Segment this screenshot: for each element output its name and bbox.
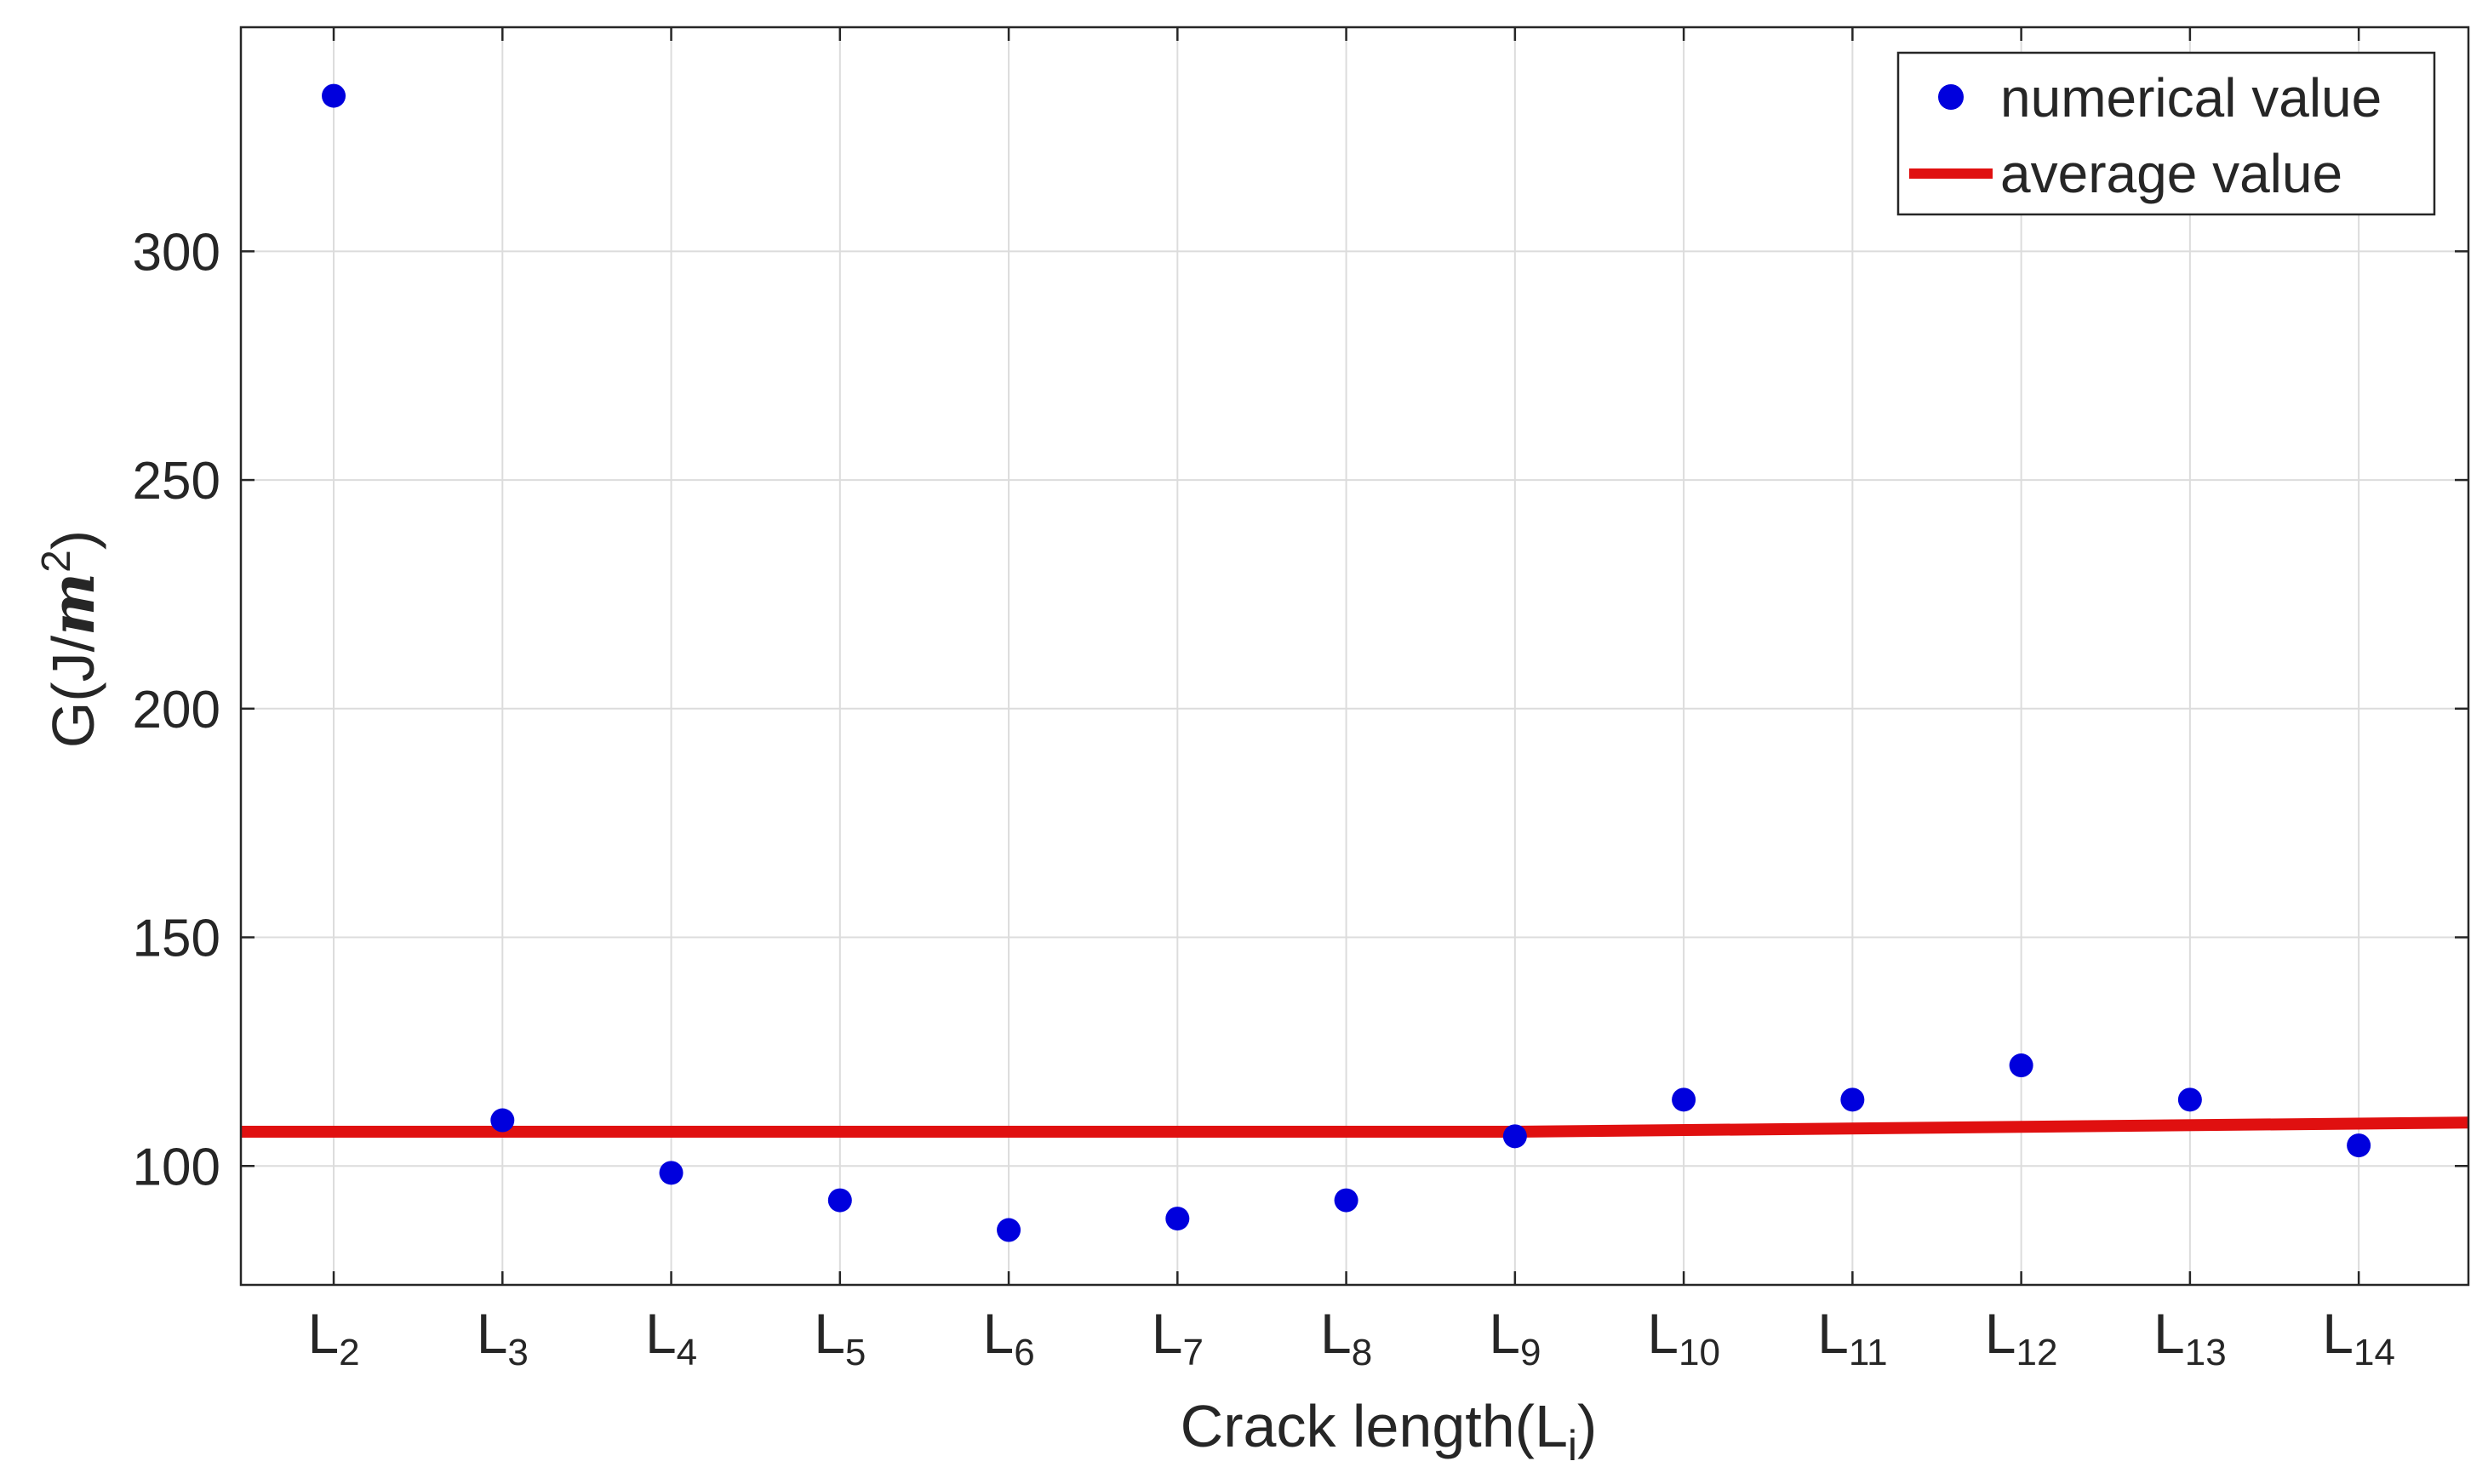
y-tick-label: 150	[133, 910, 220, 968]
x-tick-label: L11	[1817, 1302, 1887, 1373]
average-value-line	[241, 1116, 2469, 1138]
plot-area-frame	[239, 26, 2470, 1287]
y-tick-label: 300	[133, 223, 220, 282]
x-tick-label: L12	[1985, 1302, 2058, 1373]
x-tick-label: L13	[2153, 1302, 2227, 1373]
data-point	[2177, 1087, 2202, 1112]
x-axis-ticks: L2 L3 L4 L5 L6 L7 L8 L9 L10 L11 L12 L13 L14	[307, 27, 2395, 1373]
data-point	[2009, 1053, 2033, 1078]
legend-box	[1896, 51, 2436, 216]
data-point	[1502, 1124, 1527, 1149]
x-axis-label: Crack length(Li)	[1181, 1393, 1598, 1470]
y-axis-ticks: 100 150 200 250 300	[133, 223, 2468, 1196]
data-point	[1672, 1087, 1696, 1112]
x-tick-label: L2	[307, 1302, 359, 1373]
x-tick-label: L7	[1152, 1302, 1204, 1373]
data-point	[490, 1108, 515, 1133]
y-tick-label: 100	[133, 1138, 220, 1196]
data-point	[997, 1218, 1021, 1242]
average-value-series	[241, 1116, 2469, 1138]
x-tick-label: L4	[645, 1302, 697, 1373]
data-point	[1334, 1188, 1358, 1213]
x-tick-label: L6	[982, 1302, 1034, 1373]
x-tick-label: L5	[814, 1302, 866, 1373]
y-axis-label: G(J/m2)	[34, 530, 108, 748]
grid	[241, 27, 2468, 1285]
data-point	[1840, 1087, 1865, 1112]
y-tick-label: 200	[133, 681, 220, 739]
legend-marker-numerical-value	[1938, 84, 1964, 110]
legend: numerical value average value	[1896, 51, 2436, 216]
data-point	[659, 1161, 683, 1185]
y-tick-label: 250	[133, 452, 220, 511]
data-point	[1165, 1207, 1190, 1231]
x-tick-label: L14	[2322, 1302, 2395, 1373]
x-tick-label: L10	[1647, 1302, 1720, 1373]
data-point	[322, 83, 346, 108]
legend-label-average-value: average value	[2000, 143, 2342, 204]
x-tick-label: L8	[1320, 1302, 1372, 1373]
x-tick-label: L3	[477, 1302, 529, 1373]
x-tick-label: L9	[1489, 1302, 1541, 1373]
data-point	[2347, 1133, 2371, 1158]
legend-label-numerical-value: numerical value	[2000, 67, 2382, 128]
data-point	[827, 1188, 852, 1213]
numerical-value-series	[322, 83, 2371, 1242]
